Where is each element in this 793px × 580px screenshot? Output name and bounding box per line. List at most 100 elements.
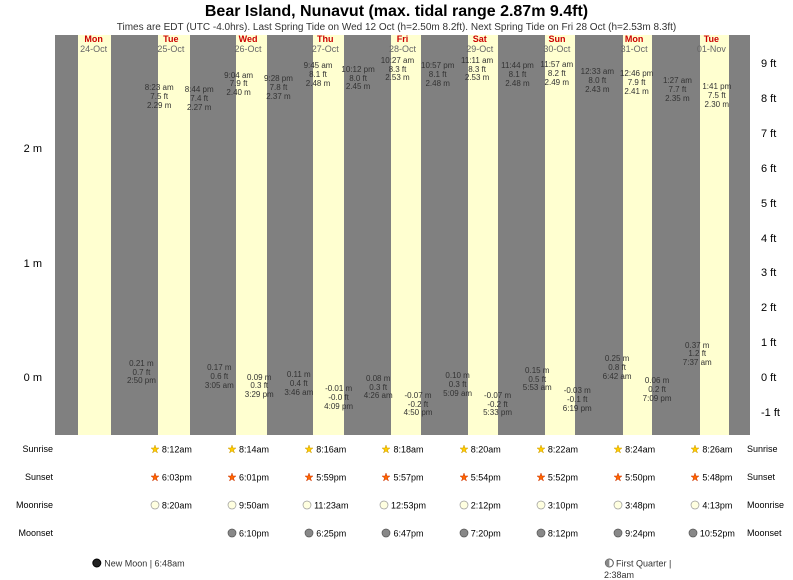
high-tide-label: 10:27 am8.3 ft2.53 m [381,57,414,83]
high-tide-label: 8:44 pm7.4 ft2.27 m [185,86,214,112]
moonrise-icon [150,500,160,512]
high-tide-label: 12:33 am8.0 ft2.43 m [581,68,614,94]
date-header: Tue25-Oct [132,35,209,55]
y-tick-ft: 7 ft [761,128,776,140]
footer-label: Sunrise [747,444,793,454]
footer-row-moonset: MoonsetMoonset6:10pm6:25pm6:47pm7:20pm8:… [55,528,750,542]
date-header: Sun30-Oct [518,35,595,55]
sunrise-time: 8:24am [596,444,673,456]
high-tide-label: 8:23 am7.5 ft2.29 m [145,84,174,110]
sunrise-icon [150,444,160,456]
high-tide-label: 11:57 am8.2 ft2.49 m [540,61,573,87]
moonset-icon [459,528,469,540]
y-tick-m: 2 m [24,143,42,155]
moonrise-time: 3:48pm [596,500,673,512]
footer-row-sunset: SunsetSunset6:03pm6:01pm5:59pm5:57pm5:54… [55,472,750,486]
moonset-icon [536,528,546,540]
sunset-time: 5:50pm [596,472,673,484]
sunrise-icon [613,444,623,456]
moon-phase-icon [92,558,102,570]
high-tide-label: 10:12 pm8.0 ft2.45 m [341,66,374,92]
sunset-icon [536,472,546,484]
y-tick-ft: 4 ft [761,233,776,245]
sunset-time: 5:52pm [518,472,595,484]
sunset-time: 5:57pm [364,472,441,484]
sunrise-icon [536,444,546,456]
high-tide-label: 11:11 am8.3 ft2.53 m [461,57,493,83]
high-tide-label: 11:44 pm8.1 ft2.48 m [501,62,534,88]
astro-footer: SunriseSunrise8:12am8:14am8:16am8:18am8:… [55,444,750,539]
low-tide-label: 0.11 m0.4 ft3:46 am [284,371,313,397]
moonset-time: 10:52pm [673,528,750,540]
high-tide-label: 9:04 am7.9 ft2.40 m [224,72,253,98]
moonrise-icon [536,500,546,512]
footer-label: Sunrise [5,444,53,454]
moonrise-icon [690,500,700,512]
moonset-icon [304,528,314,540]
footer-label: Moonrise [747,500,793,510]
low-tide-label: 0.08 m0.3 ft4:26 am [364,375,393,401]
moonset-icon [688,528,698,540]
footer-label: Sunset [747,472,793,482]
footer-label: Moonset [5,528,53,538]
sunset-time: 5:59pm [287,472,364,484]
moonset-icon [613,528,623,540]
moonrise-time: 3:10pm [518,500,595,512]
low-tide-label: 0.10 m0.3 ft5:09 am [443,372,472,398]
moonset-time: 6:47pm [364,528,441,540]
moonrise-icon [227,500,237,512]
date-header: Wed26-Oct [209,35,286,55]
sunrise-icon [227,444,237,456]
sunset-time: 6:01pm [209,472,286,484]
chart-subtitle: Times are EDT (UTC -4.0hrs). Last Spring… [0,22,793,33]
footer-label: Sunset [5,472,53,482]
y-tick-ft: 9 ft [761,58,776,70]
sunrise-time: 8:14am [209,444,286,456]
moonset-time: 8:12pm [518,528,595,540]
moonrise-icon [459,500,469,512]
moonrise-icon [613,500,623,512]
moon-phase-label: New Moon | 6:48am [92,558,184,570]
sunset-icon [690,472,700,484]
sunrise-time: 8:22am [518,444,595,456]
y-tick-ft: -1 ft [761,407,780,419]
moonrise-icon [379,500,389,512]
sunset-time: 5:48pm [673,472,750,484]
date-header: Fri28-Oct [364,35,441,55]
plot-area: Mon24-OctTue25-OctWed26-OctThu27-OctFri2… [55,35,750,435]
y-tick-ft: 8 ft [761,93,776,105]
high-tide-label: 9:45 am8.1 ft2.48 m [304,62,333,88]
footer-label: Moonrise [5,500,53,510]
sunset-time: 6:03pm [132,472,209,484]
y-axis-feet: -1 ft0 ft1 ft2 ft3 ft4 ft5 ft6 ft7 ft8 f… [753,35,793,435]
y-tick-m: 1 m [24,258,42,270]
y-tick-m: 0 m [24,372,42,384]
y-tick-ft: 3 ft [761,267,776,279]
sunrise-time: 8:26am [673,444,750,456]
sunset-icon [613,472,623,484]
low-tide-label: 0.06 m0.2 ft7:09 pm [643,377,672,403]
y-tick-ft: 1 ft [761,337,776,349]
sunrise-icon [381,444,391,456]
low-tide-label: 0.37 m1.2 ft7:37 am [683,342,712,368]
low-tide-label: -0.01 m-0.0 ft4:09 pm [324,385,353,411]
y-tick-ft: 5 ft [761,198,776,210]
low-tide-label: -0.03 m-0.1 ft6:19 pm [563,387,592,413]
low-tide-label: 0.09 m0.3 ft3:29 pm [245,374,274,400]
sunset-icon [227,472,237,484]
sunset-time: 5:54pm [441,472,518,484]
low-tide-label: -0.07 m-0.2 ft5:33 pm [483,392,512,418]
chart-title: Bear Island, Nunavut (max. tidal range 2… [0,0,793,21]
footer-row-sunrise: SunriseSunrise8:12am8:14am8:16am8:18am8:… [55,444,750,458]
low-tide-label: 0.25 m0.8 ft6:42 am [603,355,632,381]
moon-phase-icon [604,558,614,570]
sunrise-time: 8:16am [287,444,364,456]
moonset-time: 7:20pm [441,528,518,540]
low-tide-label: 0.21 m0.7 ft2:50 pm [127,360,156,386]
moonset-time: 6:10pm [209,528,286,540]
moonset-time: 9:24pm [596,528,673,540]
moonset-icon [381,528,391,540]
sunrise-time: 8:12am [132,444,209,456]
moonrise-time: 11:23am [287,500,364,512]
low-tide-label: 0.15 m0.5 ft5:53 am [523,367,552,393]
